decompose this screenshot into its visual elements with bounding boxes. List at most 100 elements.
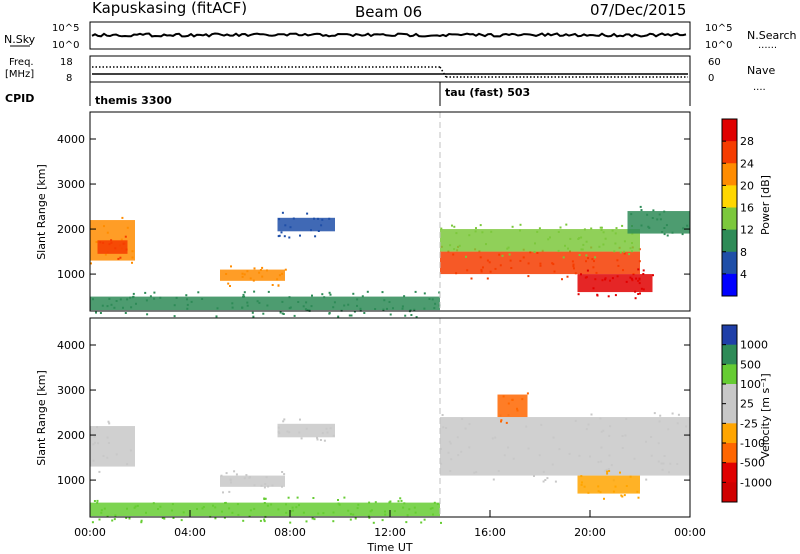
data-speckle [403, 295, 406, 298]
data-speckle [352, 292, 355, 295]
data-speckle [122, 242, 125, 245]
data-speckle [639, 292, 641, 295]
data-speckle [549, 236, 551, 239]
colorbar-tick-label: 8 [740, 246, 747, 259]
data-speckle [276, 278, 279, 281]
data-speckle [297, 301, 300, 303]
data-speckle [652, 274, 654, 277]
n-sky-tick-bottom: 10^0 [52, 40, 79, 51]
data-speckle [278, 234, 281, 237]
data-speckle [512, 457, 515, 460]
data-speckle [401, 305, 404, 308]
data-speckle [596, 294, 599, 297]
data-speckle [292, 509, 294, 512]
data-region [97, 240, 128, 254]
data-speckle [431, 298, 434, 301]
data-speckle [389, 500, 392, 503]
data-speckle [569, 237, 572, 240]
data-speckle [607, 468, 610, 471]
data-speckle [287, 496, 290, 499]
beam-title: Beam 06 [355, 3, 422, 21]
data-speckle [246, 301, 249, 304]
data-speckle [661, 468, 664, 471]
nave-label: Nave [747, 64, 775, 77]
data-speckle [281, 485, 283, 488]
data-speckle [372, 521, 375, 524]
data-speckle [539, 264, 542, 267]
data-speckle [447, 451, 450, 454]
data-speckle [516, 409, 519, 412]
data-speckle [284, 224, 287, 227]
data-speckle [227, 282, 230, 285]
data-speckle [129, 449, 132, 452]
y-tick-label: 2000 [57, 223, 85, 236]
y-tick-label: 4000 [57, 339, 85, 352]
data-speckle [133, 506, 136, 509]
data-speckle [640, 209, 643, 212]
data-speckle [98, 470, 101, 473]
data-speckle [214, 517, 217, 520]
data-speckle [475, 471, 478, 474]
data-speckle [403, 502, 406, 505]
data-speckle [595, 271, 598, 274]
data-speckle [370, 509, 373, 512]
data-speckle [212, 504, 214, 507]
data-speckle [509, 259, 512, 262]
data-speckle [624, 434, 627, 437]
data-speckle [223, 516, 226, 519]
data-speckle [481, 231, 484, 234]
data-speckle [600, 226, 603, 229]
data-speckle [110, 241, 113, 244]
data-speckle [393, 510, 396, 513]
data-speckle [572, 263, 575, 266]
data-speckle [249, 277, 252, 280]
data-speckle [645, 478, 648, 481]
colorbar-segment [722, 251, 737, 275]
colorbar-tick-label: 28 [740, 135, 754, 148]
data-speckle [486, 277, 489, 280]
data-speckle [145, 511, 147, 514]
data-speckle [368, 501, 371, 504]
colorbar-segment [722, 482, 737, 503]
data-speckle [159, 505, 162, 508]
data-region [440, 417, 690, 476]
data-speckle [381, 519, 384, 522]
data-speckle [682, 227, 685, 230]
velocity-data [90, 392, 690, 524]
data-speckle [656, 218, 659, 221]
data-speckle [510, 267, 513, 269]
data-speckle [267, 485, 270, 488]
data-speckle [271, 284, 274, 286]
data-speckle [527, 275, 530, 278]
data-speckle [153, 297, 156, 300]
data-speckle [279, 311, 282, 314]
data-speckle [305, 301, 308, 304]
data-speckle [277, 430, 280, 433]
data-speckle [499, 264, 502, 267]
data-speckle [253, 267, 256, 270]
data-region [497, 394, 528, 418]
x-tick-label: 04:00 [174, 526, 206, 539]
data-speckle [101, 304, 104, 307]
data-speckle [402, 506, 405, 509]
data-speckle [259, 269, 262, 271]
data-speckle [288, 236, 291, 239]
data-speckle [533, 250, 536, 253]
data-speckle [388, 301, 391, 303]
data-speckle [671, 231, 674, 234]
data-speckle [573, 267, 575, 270]
data-speckle [216, 307, 219, 310]
data-speckle [356, 298, 359, 301]
data-speckle [400, 499, 403, 502]
data-speckle [144, 291, 147, 294]
x-tick-label: 20:00 [574, 526, 606, 539]
data-speckle [264, 497, 267, 500]
data-speckle [534, 242, 536, 245]
nave-tick-top: 60 [708, 57, 721, 68]
data-speckle [625, 280, 628, 283]
data-speckle [124, 235, 127, 238]
data-speckle [306, 309, 309, 311]
data-speckle [457, 454, 460, 457]
data-speckle [229, 479, 232, 481]
freq-panel: Freq. [MHz] 18 8 60 0 Nave .... [5, 55, 775, 93]
